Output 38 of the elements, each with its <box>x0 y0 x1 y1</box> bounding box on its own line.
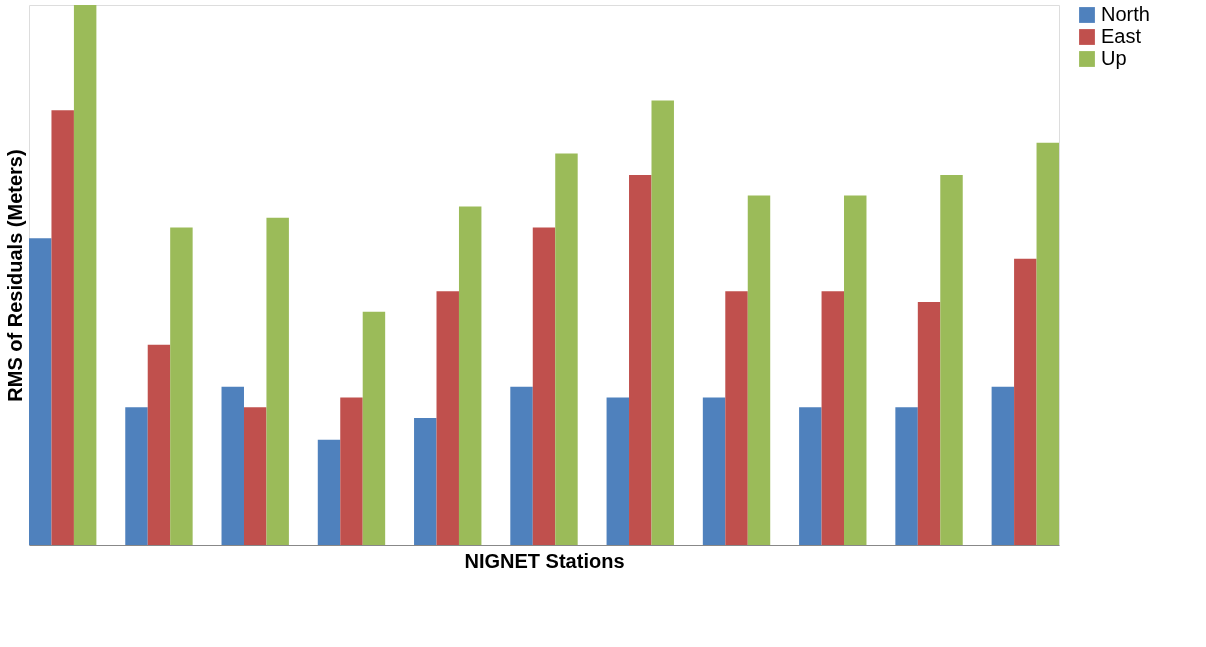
legend-label: North <box>1101 3 1150 25</box>
bar <box>458 206 482 545</box>
bar <box>170 227 193 545</box>
bar <box>147 344 171 545</box>
bar <box>532 227 556 545</box>
bar <box>895 407 918 545</box>
bar <box>243 407 267 545</box>
legend-label: Up <box>1101 47 1127 69</box>
bar <box>844 195 867 545</box>
bar <box>702 397 726 545</box>
bar <box>651 100 674 545</box>
y-axis-title: RMS of Residuals (Meters) <box>3 149 26 402</box>
bar <box>266 217 289 545</box>
bar <box>991 386 1015 545</box>
bar <box>362 311 386 545</box>
bar <box>29 238 52 545</box>
x-axis-title: NIGNET Stations <box>464 549 625 572</box>
bar <box>799 407 822 545</box>
bar <box>414 418 437 545</box>
bar <box>73 5 97 545</box>
bar <box>51 110 74 545</box>
bar <box>629 175 652 545</box>
bar <box>125 407 148 545</box>
bar <box>606 397 630 545</box>
bar <box>1014 258 1037 545</box>
legend-label: East <box>1101 25 1142 47</box>
bar <box>747 195 771 545</box>
bar <box>821 291 845 545</box>
bar <box>725 291 748 545</box>
bar <box>340 397 363 545</box>
bar <box>940 175 963 545</box>
bar <box>317 439 341 545</box>
bar <box>510 386 533 545</box>
bar <box>1036 142 1059 545</box>
bar <box>555 153 578 545</box>
bar <box>436 291 459 545</box>
bar <box>221 386 244 545</box>
bar <box>917 302 941 545</box>
